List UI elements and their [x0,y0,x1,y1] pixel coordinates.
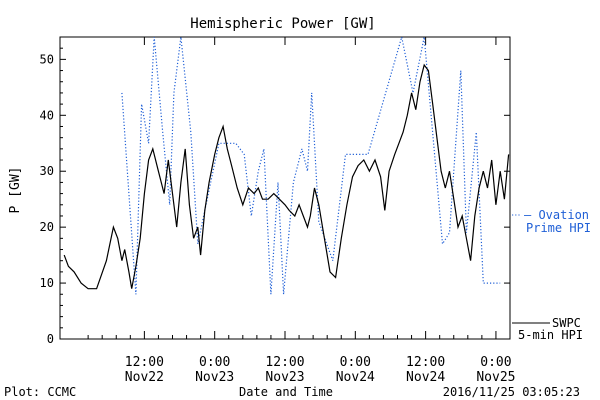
legend-swpc-label-line2: 5-min HPI [518,328,583,342]
swpc-hpi-line [63,63,510,290]
legend-ovation-label-line1: – Ovation [524,208,589,222]
y-tick-label: 40 [40,108,54,122]
legend-ovation-label-line2: Prime HPI [526,221,591,235]
footer-source: Plot: CCMC [4,385,76,399]
x-tick-label-date: Nov22 [125,370,164,385]
y-axis-ticks: 0 10 20 30 40 50 [40,47,510,346]
y-axis-label: P [GW] [8,167,23,214]
series-layer [63,36,510,295]
x-tick-label-time: 12:00 [406,355,445,370]
x-tick-label-date: Nov24 [336,370,375,385]
chart-title: Hemispheric Power [GW] [190,16,375,32]
x-tick-label-time: 0:00 [480,355,511,370]
plot-frame [59,36,511,340]
y-tick-label: 50 [40,52,54,66]
footer-timestamp: 2016/11/25 03:05:23 [443,385,580,399]
x-tick-label-date: Nov23 [195,370,234,385]
x-axis-ticks: 12:00Nov220:00Nov2312:00Nov230:00Nov2412… [59,37,516,385]
x-tick-label-time: 12:00 [265,355,304,370]
y-tick-label: 30 [40,164,54,178]
x-tick-label-time: 12:00 [125,355,164,370]
y-tick-label: 10 [40,276,54,290]
x-tick-label-date: Nov25 [476,370,515,385]
x-tick-label-date: Nov23 [265,370,304,385]
x-axis-label: Date and Time [239,385,333,399]
legend-swpc-label-line1: SWPC [552,316,581,330]
ovation-prime-hpi-line [121,36,501,295]
x-tick-label-date: Nov24 [406,370,445,385]
x-tick-label-time: 0:00 [199,355,230,370]
y-tick-label: 0 [47,332,54,346]
x-tick-label-time: 0:00 [340,355,371,370]
y-tick-label: 20 [40,220,54,234]
